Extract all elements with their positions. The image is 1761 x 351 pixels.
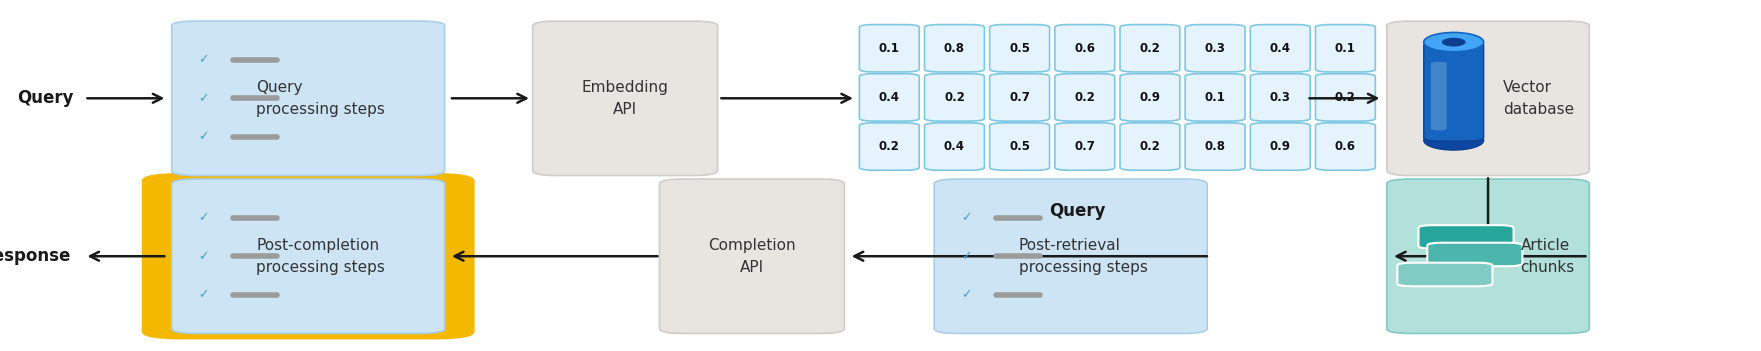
FancyBboxPatch shape bbox=[141, 173, 474, 339]
FancyBboxPatch shape bbox=[1426, 243, 1522, 266]
FancyBboxPatch shape bbox=[859, 123, 919, 170]
FancyBboxPatch shape bbox=[1423, 41, 1485, 141]
Text: 0.8: 0.8 bbox=[1205, 140, 1226, 153]
FancyBboxPatch shape bbox=[171, 21, 444, 176]
FancyBboxPatch shape bbox=[990, 74, 1050, 121]
Text: ✓: ✓ bbox=[199, 288, 208, 302]
FancyBboxPatch shape bbox=[1185, 123, 1245, 170]
FancyBboxPatch shape bbox=[925, 74, 984, 121]
FancyBboxPatch shape bbox=[1315, 74, 1375, 121]
Text: Article
chunks: Article chunks bbox=[1522, 238, 1574, 274]
Text: 0.2: 0.2 bbox=[944, 91, 965, 104]
FancyBboxPatch shape bbox=[1315, 25, 1375, 72]
FancyBboxPatch shape bbox=[859, 25, 919, 72]
FancyBboxPatch shape bbox=[1120, 74, 1180, 121]
Text: ✓: ✓ bbox=[962, 250, 970, 263]
Text: 0.1: 0.1 bbox=[879, 42, 900, 55]
FancyBboxPatch shape bbox=[925, 25, 984, 72]
Text: 0.6: 0.6 bbox=[1074, 42, 1095, 55]
Text: 0.2: 0.2 bbox=[1139, 42, 1160, 55]
Text: Completion
API: Completion API bbox=[708, 238, 796, 274]
Text: Vector
database: Vector database bbox=[1504, 80, 1574, 117]
Text: Query: Query bbox=[18, 89, 74, 107]
Text: Embedding
API: Embedding API bbox=[581, 80, 669, 117]
FancyBboxPatch shape bbox=[1185, 74, 1245, 121]
FancyBboxPatch shape bbox=[1120, 25, 1180, 72]
Text: 0.3: 0.3 bbox=[1270, 91, 1291, 104]
Text: 0.1: 0.1 bbox=[1205, 91, 1226, 104]
Ellipse shape bbox=[1425, 131, 1483, 150]
Text: Query
processing steps: Query processing steps bbox=[257, 80, 386, 117]
FancyBboxPatch shape bbox=[1430, 62, 1448, 131]
FancyBboxPatch shape bbox=[1055, 123, 1115, 170]
FancyBboxPatch shape bbox=[1250, 74, 1310, 121]
FancyBboxPatch shape bbox=[1250, 25, 1310, 72]
Text: 0.4: 0.4 bbox=[1270, 42, 1291, 55]
Text: ✓: ✓ bbox=[199, 250, 208, 263]
Text: ✓: ✓ bbox=[962, 211, 970, 224]
Text: 0.5: 0.5 bbox=[1009, 42, 1030, 55]
FancyBboxPatch shape bbox=[1120, 123, 1180, 170]
Text: ✓: ✓ bbox=[199, 92, 208, 105]
Text: ✓: ✓ bbox=[199, 211, 208, 224]
FancyBboxPatch shape bbox=[171, 179, 444, 333]
Text: Post-retrieval
processing steps: Post-retrieval processing steps bbox=[1018, 238, 1148, 274]
FancyBboxPatch shape bbox=[1388, 179, 1588, 333]
Text: 0.7: 0.7 bbox=[1009, 91, 1030, 104]
Text: 0.2: 0.2 bbox=[879, 140, 900, 153]
FancyBboxPatch shape bbox=[532, 21, 718, 176]
Text: 0.9: 0.9 bbox=[1139, 91, 1160, 104]
Text: ✓: ✓ bbox=[962, 288, 970, 302]
FancyBboxPatch shape bbox=[659, 179, 845, 333]
Text: 0.1: 0.1 bbox=[1335, 42, 1356, 55]
Text: 0.5: 0.5 bbox=[1009, 140, 1030, 153]
FancyBboxPatch shape bbox=[859, 74, 919, 121]
FancyBboxPatch shape bbox=[990, 123, 1050, 170]
FancyBboxPatch shape bbox=[1055, 25, 1115, 72]
Text: 0.3: 0.3 bbox=[1205, 42, 1226, 55]
Text: 0.8: 0.8 bbox=[944, 42, 965, 55]
FancyBboxPatch shape bbox=[1185, 25, 1245, 72]
FancyBboxPatch shape bbox=[1388, 21, 1588, 176]
FancyBboxPatch shape bbox=[1250, 123, 1310, 170]
Text: 0.2: 0.2 bbox=[1074, 91, 1095, 104]
Text: 0.2: 0.2 bbox=[1139, 140, 1160, 153]
Text: Response: Response bbox=[0, 247, 70, 265]
Ellipse shape bbox=[1425, 33, 1483, 52]
Text: 0.4: 0.4 bbox=[944, 140, 965, 153]
Text: 0.7: 0.7 bbox=[1074, 140, 1095, 153]
Text: 0.6: 0.6 bbox=[1335, 140, 1356, 153]
Text: Query: Query bbox=[1050, 201, 1106, 220]
FancyBboxPatch shape bbox=[1419, 225, 1514, 249]
FancyBboxPatch shape bbox=[1315, 123, 1375, 170]
Text: 0.2: 0.2 bbox=[1335, 91, 1356, 104]
Text: 0.9: 0.9 bbox=[1270, 140, 1291, 153]
FancyBboxPatch shape bbox=[990, 25, 1050, 72]
FancyBboxPatch shape bbox=[933, 179, 1208, 333]
Text: Post-completion
processing steps: Post-completion processing steps bbox=[257, 238, 386, 274]
Text: ✓: ✓ bbox=[199, 130, 208, 144]
FancyBboxPatch shape bbox=[1398, 263, 1493, 286]
Ellipse shape bbox=[1442, 38, 1465, 46]
Text: ✓: ✓ bbox=[199, 53, 208, 66]
Text: 0.4: 0.4 bbox=[879, 91, 900, 104]
FancyBboxPatch shape bbox=[1055, 74, 1115, 121]
FancyBboxPatch shape bbox=[925, 123, 984, 170]
